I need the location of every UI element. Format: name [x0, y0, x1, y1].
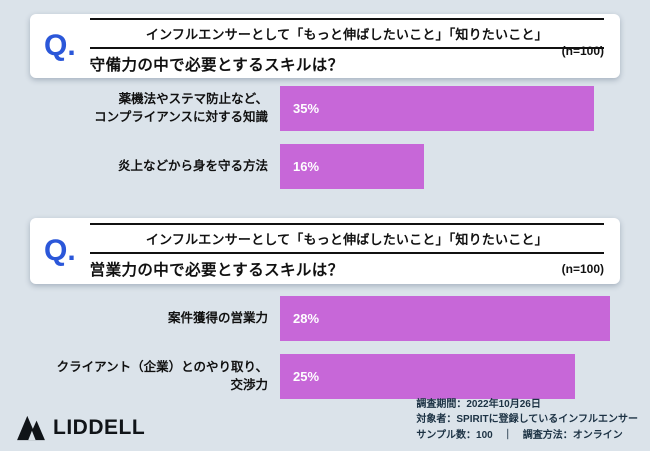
q-mark: Q. — [44, 29, 76, 62]
liddell-logo-text: LIDDELL — [53, 416, 146, 439]
question-title-line2: 守備力の中で必要とするスキルは？ — [89, 56, 344, 74]
bar-value-label: 28% — [293, 311, 320, 326]
question-title-line1: インフルエンサーとして「もっと伸ばしたいこと」「知りたいこと」 — [89, 222, 604, 254]
bar-row: クライアント（企業）とのやり取り、 交渉力 25% — [12, 354, 650, 399]
bar-row: 炎上などから身を守る方法 16% — [12, 144, 650, 189]
survey-period: 調査期間：2022年10月26日 — [416, 398, 541, 410]
question-card-2: Q. インフルエンサーとして「もっと伸ばしたいこと」「知りたいこと」 営業力の中… — [30, 218, 620, 284]
bar-category-label: クライアント（企業）とのやり取り、 交渉力 — [56, 360, 268, 392]
bar: 28% — [280, 296, 610, 341]
bar-track: 28% — [280, 296, 610, 341]
survey-target: 対象者：SPIRITに登録しているインフルエンサー — [416, 414, 638, 425]
question-title-line1: インフルエンサーとして「もっと伸ばしたいこと」「知りたいこと」 — [89, 17, 604, 49]
question-card-1: Q. インフルエンサーとして「もっと伸ばしたいこと」「知りたいこと」 守備力の中… — [30, 14, 620, 78]
bar-category-label: 炎上などから身を守る方法 — [117, 158, 268, 173]
question-header-2: インフルエンサーとして「もっと伸ばしたいこと」「知りたいこと」 営業力の中で必要… — [89, 222, 604, 280]
bar: 16% — [280, 144, 424, 189]
bar-track: 25% — [280, 354, 610, 399]
bar-chart-2: 案件獲得の営業力 28% クライアント（企業）とのやり取り、 交渉力 25% — [12, 296, 650, 412]
liddell-logo-mark — [17, 415, 45, 441]
bar-category-label: 案件獲得の営業力 — [167, 310, 268, 325]
bar-chart-1: 薬機法やステマ防止など、 コンプライアンスに対する知識 35% 炎上などから身を… — [12, 86, 650, 202]
liddell-logo: LIDDELL — [16, 415, 145, 441]
bar-category-label: 薬機法やステマ防止など、 コンプライアンスに対する知識 — [94, 92, 268, 124]
bar-value-label: 35% — [293, 101, 320, 116]
bar-track: 35% — [280, 86, 594, 131]
bar: 35% — [280, 86, 594, 131]
bar-value-label: 25% — [293, 369, 320, 384]
question-header-1: インフルエンサーとして「もっと伸ばしたいこと」「知りたいこと」 守備力の中で必要… — [89, 17, 604, 75]
bar-value-label: 16% — [293, 159, 320, 174]
survey-credits: 調査期間：2022年10月26日 対象者：SPIRITに登録しているインフルエン… — [416, 397, 638, 444]
q-mark: Q. — [44, 234, 76, 267]
bar-row: 案件獲得の営業力 28% — [12, 296, 650, 341]
bar: 25% — [280, 354, 575, 399]
sample-size-label: (n=100) — [561, 43, 604, 58]
bar-row: 薬機法やステマ防止など、 コンプライアンスに対する知識 35% — [12, 86, 650, 131]
sample-size-label: (n=100) — [561, 261, 604, 276]
question-title-line2: 営業力の中で必要とするスキルは？ — [89, 261, 344, 279]
bar-track: 16% — [280, 144, 594, 189]
survey-sample-method: サンプル数：100 ｜ 調査方法：オンライン — [416, 429, 623, 441]
